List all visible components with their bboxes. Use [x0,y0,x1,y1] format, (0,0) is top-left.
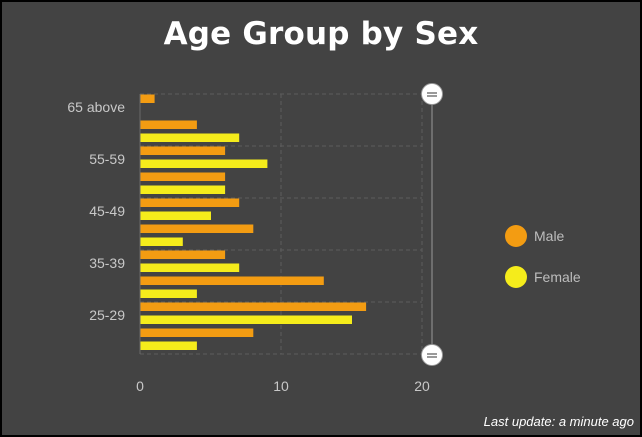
y-tick-label: 65 above [67,99,125,115]
legend-label-male: Male [534,228,565,244]
bar-female-35-39 [140,263,240,272]
bar-male-40-44 [140,224,254,233]
x-tick-label: 20 [414,378,430,394]
bar-female-25-29 [140,315,352,324]
bar-male-65-above [140,94,155,103]
bar-male-30-34 [140,276,324,285]
bar-female-55-59 [140,159,268,168]
bar-female-45-49 [140,211,211,220]
bar-female-20-24 [140,341,197,350]
bar-female-50-54 [140,185,226,194]
bar-female-30-34 [140,289,197,298]
legend-swatch-male [505,225,527,247]
legend-swatch-female [505,266,527,288]
range-bottom-handle-icon[interactable] [421,344,443,366]
bar-male-35-39 [140,250,226,259]
bar-male-55-59 [140,146,226,155]
y-tick-label: 45-49 [89,203,125,219]
bar-male-50-54 [140,172,226,181]
legend-item-female[interactable]: Female [505,265,581,289]
bar-male-45-49 [140,198,240,207]
y-tick-label: 25-29 [89,307,125,323]
legend-item-male[interactable]: Male [505,224,564,248]
bar-male-20-24 [140,328,254,337]
x-tick-label: 0 [136,378,144,394]
chart-title: Age Group by Sex [163,16,479,52]
legend-label-female: Female [534,269,581,285]
range-top-handle-icon[interactable] [421,83,443,105]
y-tick-label: 35-39 [89,255,125,271]
bar-male-25-29 [140,302,367,311]
x-tick-label: 10 [273,378,289,394]
bar-female-40-44 [140,237,183,246]
bar-female-60-64 [140,133,240,142]
last-update-text: Last update: a minute ago [483,414,634,429]
bar-male-60-64 [140,120,197,129]
y-tick-label: 55-59 [89,151,125,167]
